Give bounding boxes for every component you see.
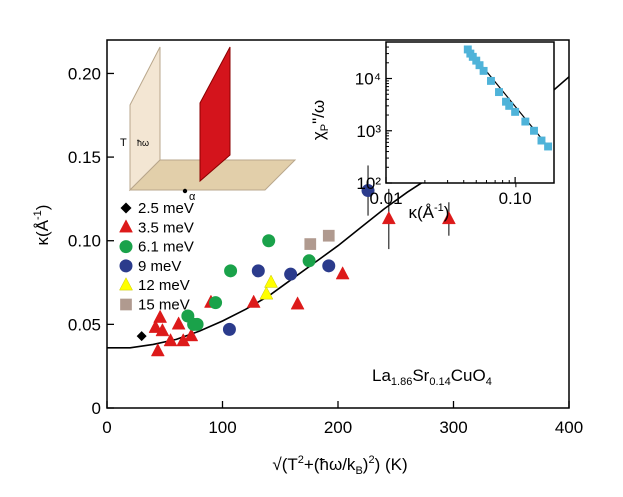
data-point-12-mev <box>259 286 274 300</box>
legend-label: 15 meV <box>138 297 190 314</box>
data-point-15-mev <box>322 229 335 242</box>
data-point-6-1-mev <box>190 317 204 331</box>
x-tick-label: 400 <box>555 418 583 437</box>
inset-y-tick-label: 10⁴ <box>355 70 381 89</box>
inset-x-tick-label: 0.10 <box>499 189 532 208</box>
schematic-floor-plane <box>128 159 297 191</box>
inset-y-tick-label: 10² <box>356 174 381 193</box>
legend-marker <box>119 277 133 291</box>
data-point-3-5-mev <box>290 296 305 310</box>
data-point-9-mev <box>284 267 298 281</box>
data-point-3-5-mev <box>163 333 178 347</box>
main-ticks: 0 100 200 300 400 0 0.05 0.10 0.15 0.20 <box>68 64 583 437</box>
data-point-3-5-mev <box>171 316 186 330</box>
legend-marker <box>119 219 133 233</box>
inset-data-point <box>475 61 484 70</box>
inset-data-point <box>472 56 481 65</box>
x-axis-label: √(T2+(ħω/kB)2) (K) <box>272 454 407 477</box>
data-point-3-5-mev <box>381 210 396 225</box>
inset-data-point <box>479 66 488 75</box>
data-point-6-1-mev <box>224 264 238 278</box>
schematic-red-plane <box>199 46 231 183</box>
inset-data-points <box>463 45 553 151</box>
inset-x-tick-label: 0.01 <box>369 189 402 208</box>
schematic-alpha-dot <box>182 188 188 194</box>
data-point-6-1-mev <box>262 234 276 248</box>
legend-label: 12 meV <box>138 277 190 294</box>
y-tick-label: 0 <box>92 399 101 418</box>
inset-data-point <box>505 101 514 110</box>
data-point-9-mev <box>322 259 336 273</box>
inset-data-point <box>495 88 503 97</box>
x-tick-label: 200 <box>324 418 352 437</box>
data-point-12-mev <box>264 274 278 288</box>
data-point-15-mev <box>304 238 317 250</box>
data-point-6-1-mev <box>209 296 223 310</box>
data-point-3-5-mev <box>148 319 163 333</box>
legend-marker <box>119 240 133 254</box>
inset-data-point <box>463 45 472 54</box>
schematic-label-t: T <box>120 137 127 149</box>
x-tick-label: 300 <box>439 418 467 437</box>
inset-y-tick-label: 10³ <box>356 122 381 141</box>
y-tick-label: 0.05 <box>68 315 101 334</box>
inset-y-axis-label: χP"/ω <box>309 100 331 140</box>
inset-data-point <box>502 97 510 106</box>
inset-ticks: 0.01 0.10 10² 10³ 10⁴ <box>355 41 555 208</box>
data-point-9-mev <box>251 264 265 278</box>
legend-label: 6.1 meV <box>138 239 194 256</box>
y-tick-label: 0.15 <box>68 148 101 167</box>
compound-annotation: La1.86Sr0.14CuO4 <box>372 366 492 388</box>
x-tick-label: 0 <box>102 418 111 437</box>
legend-marker <box>120 298 132 311</box>
inset-x-axis-label: κ(Å-1) <box>409 202 450 222</box>
legend-label: 2.5 meV <box>138 200 194 217</box>
inset-plot-frame <box>385 41 555 184</box>
data-point-6-1-mev <box>302 254 316 268</box>
legend-marker <box>119 259 133 273</box>
y-tick-label: 0.20 <box>68 64 101 83</box>
data-point-9-mev <box>222 322 236 336</box>
inset-data-point <box>530 126 538 135</box>
legend-label: 9 meV <box>138 258 181 275</box>
data-point-3-5-mev <box>184 328 199 342</box>
data-point-3-5-mev <box>441 210 456 225</box>
schematic-label-hw: ħω <box>137 138 149 148</box>
legend: 2.5 meV 3.5 meV 6.1 meV 9 meV 12 meV 15 meV <box>119 200 194 314</box>
data-point-3-5-mev <box>155 323 170 337</box>
data-point-2-5-mev <box>136 331 147 342</box>
schematic-diagram: T ħω α <box>120 46 297 203</box>
legend-marker <box>120 202 132 214</box>
inset-data-point <box>487 76 495 85</box>
inset-data-point <box>521 117 530 126</box>
data-point-3-5-mev <box>335 266 350 280</box>
data-point-3-5-mev <box>150 343 165 357</box>
inset-data-point <box>537 136 546 145</box>
x-tick-label: 100 <box>208 418 236 437</box>
data-point-9-mev <box>361 184 375 198</box>
y-axis-label: κ(Å-1) <box>32 205 52 246</box>
data-point-3-5-mev <box>153 309 168 323</box>
legend-label: 3.5 meV <box>138 219 194 236</box>
schematic-label-alpha: α <box>189 191 196 203</box>
inset-data-point <box>544 142 553 151</box>
y-tick-label: 0.10 <box>68 232 101 251</box>
inset-data-point <box>511 107 520 116</box>
data-point-3-5-mev <box>246 294 261 308</box>
